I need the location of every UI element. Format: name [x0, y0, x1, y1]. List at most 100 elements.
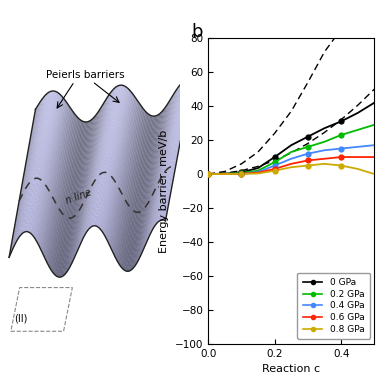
Polygon shape — [104, 91, 132, 237]
Polygon shape — [115, 106, 142, 259]
Polygon shape — [17, 96, 45, 241]
Polygon shape — [19, 164, 176, 219]
Polygon shape — [155, 82, 183, 225]
Polygon shape — [52, 118, 80, 273]
Polygon shape — [83, 92, 111, 238]
Polygon shape — [26, 91, 54, 232]
Polygon shape — [131, 114, 159, 270]
Polygon shape — [22, 150, 179, 203]
Polygon shape — [149, 90, 176, 238]
Polygon shape — [22, 146, 179, 199]
Polygon shape — [126, 116, 154, 271]
Polygon shape — [10, 213, 167, 273]
Polygon shape — [28, 91, 55, 232]
Polygon shape — [85, 91, 112, 235]
Text: n line: n line — [65, 188, 93, 206]
Text: Peierls barriers: Peierls barriers — [46, 70, 125, 80]
Polygon shape — [17, 174, 174, 230]
Polygon shape — [86, 89, 114, 233]
Polygon shape — [156, 81, 184, 224]
Polygon shape — [92, 85, 120, 226]
Polygon shape — [29, 111, 186, 161]
Polygon shape — [27, 121, 184, 172]
Polygon shape — [77, 102, 105, 252]
Polygon shape — [124, 115, 151, 270]
Polygon shape — [12, 103, 39, 251]
Polygon shape — [25, 132, 182, 184]
Polygon shape — [38, 99, 65, 246]
Polygon shape — [118, 111, 146, 265]
Polygon shape — [32, 94, 189, 141]
Polygon shape — [134, 112, 162, 267]
Polygon shape — [32, 93, 60, 237]
Polygon shape — [30, 104, 187, 153]
Polygon shape — [147, 92, 175, 241]
Polygon shape — [63, 121, 90, 276]
Polygon shape — [108, 96, 136, 245]
Polygon shape — [72, 110, 99, 264]
Polygon shape — [34, 94, 62, 239]
Polygon shape — [87, 88, 115, 231]
Polygon shape — [12, 202, 169, 262]
Polygon shape — [9, 107, 37, 257]
Polygon shape — [14, 192, 171, 250]
Polygon shape — [58, 122, 86, 277]
Polygon shape — [130, 115, 158, 270]
Polygon shape — [68, 116, 96, 271]
Polygon shape — [81, 96, 108, 243]
Polygon shape — [152, 85, 180, 230]
X-axis label: Reaction c: Reaction c — [262, 364, 320, 374]
Polygon shape — [11, 206, 168, 265]
Polygon shape — [94, 85, 121, 226]
Polygon shape — [35, 79, 192, 126]
Polygon shape — [129, 116, 157, 271]
Polygon shape — [107, 94, 134, 242]
Polygon shape — [82, 94, 110, 240]
Polygon shape — [18, 167, 175, 223]
Polygon shape — [99, 86, 127, 229]
Polygon shape — [18, 171, 175, 227]
Polygon shape — [19, 94, 47, 236]
Polygon shape — [36, 97, 64, 243]
Polygon shape — [12, 199, 170, 258]
Polygon shape — [89, 87, 116, 229]
Text: (II): (II) — [15, 313, 28, 323]
Polygon shape — [79, 97, 107, 246]
Polygon shape — [16, 178, 173, 235]
Polygon shape — [61, 121, 89, 277]
Polygon shape — [159, 80, 187, 221]
Polygon shape — [69, 114, 97, 269]
Polygon shape — [162, 79, 189, 220]
Polygon shape — [96, 85, 124, 227]
Polygon shape — [22, 92, 50, 234]
Polygon shape — [65, 118, 93, 274]
Polygon shape — [28, 118, 185, 168]
Polygon shape — [120, 112, 147, 267]
Polygon shape — [21, 92, 49, 235]
Polygon shape — [55, 120, 83, 276]
Polygon shape — [163, 79, 191, 220]
Polygon shape — [18, 95, 46, 238]
Polygon shape — [136, 110, 163, 265]
Polygon shape — [142, 100, 170, 253]
Polygon shape — [117, 109, 145, 263]
Legend: 0 GPa, 0.2 GPa, 0.4 GPa, 0.6 GPa, 0.8 GPa: 0 GPa, 0.2 GPa, 0.4 GPa, 0.6 GPa, 0.8 GP… — [297, 273, 370, 339]
Polygon shape — [138, 107, 166, 261]
Polygon shape — [13, 101, 40, 248]
Polygon shape — [15, 188, 172, 246]
Polygon shape — [43, 106, 71, 257]
Polygon shape — [23, 142, 180, 196]
Polygon shape — [10, 105, 38, 254]
Polygon shape — [74, 106, 102, 258]
Polygon shape — [24, 136, 181, 188]
Polygon shape — [45, 110, 73, 262]
Polygon shape — [13, 196, 170, 254]
Polygon shape — [76, 104, 103, 255]
Polygon shape — [158, 80, 185, 222]
Polygon shape — [145, 96, 172, 247]
Polygon shape — [26, 129, 183, 180]
Polygon shape — [16, 97, 43, 243]
Polygon shape — [51, 117, 78, 272]
Polygon shape — [28, 115, 185, 165]
Polygon shape — [34, 86, 191, 134]
